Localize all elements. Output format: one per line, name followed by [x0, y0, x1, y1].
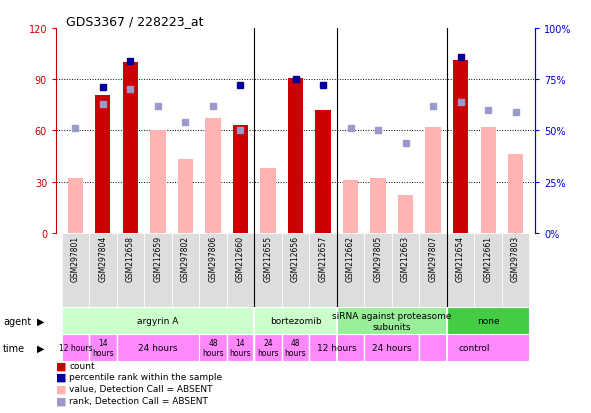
Bar — [316, 111, 330, 233]
Text: GSM297801: GSM297801 — [71, 235, 80, 282]
Bar — [453, 61, 468, 233]
FancyBboxPatch shape — [364, 335, 419, 361]
FancyBboxPatch shape — [116, 233, 144, 308]
Text: GSM297807: GSM297807 — [428, 235, 437, 282]
Bar — [398, 196, 413, 233]
Text: GSM212662: GSM212662 — [346, 235, 355, 282]
Text: GSM212659: GSM212659 — [154, 235, 163, 282]
FancyBboxPatch shape — [309, 233, 337, 308]
FancyBboxPatch shape — [116, 335, 199, 361]
Text: ▶: ▶ — [37, 343, 44, 353]
Text: bortezomib: bortezomib — [269, 317, 322, 325]
FancyBboxPatch shape — [227, 335, 254, 361]
Text: GSM297803: GSM297803 — [511, 235, 520, 282]
Text: time: time — [3, 343, 25, 353]
FancyBboxPatch shape — [337, 233, 364, 308]
Text: GSM212658: GSM212658 — [126, 235, 135, 282]
Bar — [68, 179, 83, 233]
FancyBboxPatch shape — [89, 335, 116, 361]
Text: GSM212661: GSM212661 — [483, 235, 492, 282]
FancyBboxPatch shape — [199, 335, 227, 361]
Bar — [206, 119, 220, 233]
Text: count: count — [69, 361, 95, 370]
Text: GSM212654: GSM212654 — [456, 235, 465, 282]
Bar — [178, 160, 193, 233]
FancyBboxPatch shape — [172, 233, 199, 308]
FancyBboxPatch shape — [282, 233, 309, 308]
FancyBboxPatch shape — [61, 308, 254, 335]
FancyBboxPatch shape — [392, 233, 419, 308]
Bar — [508, 155, 523, 233]
Text: none: none — [477, 317, 499, 325]
Text: argyrin A: argyrin A — [137, 317, 178, 325]
FancyBboxPatch shape — [227, 233, 254, 308]
Text: siRNA against proteasome
subunits: siRNA against proteasome subunits — [332, 311, 452, 331]
FancyBboxPatch shape — [254, 335, 282, 361]
Text: 24 hours: 24 hours — [372, 344, 411, 352]
Bar — [233, 126, 248, 233]
FancyBboxPatch shape — [475, 233, 502, 308]
Text: GSM212657: GSM212657 — [319, 235, 327, 282]
FancyBboxPatch shape — [199, 233, 227, 308]
Text: 14
hours: 14 hours — [230, 338, 251, 358]
Text: rank, Detection Call = ABSENT: rank, Detection Call = ABSENT — [69, 396, 208, 405]
Text: 14
hours: 14 hours — [92, 338, 113, 358]
Text: 12 hours: 12 hours — [317, 344, 356, 352]
Text: 48
hours: 48 hours — [285, 338, 306, 358]
FancyBboxPatch shape — [282, 335, 309, 361]
Bar — [480, 128, 496, 233]
Text: agent: agent — [3, 316, 31, 326]
FancyBboxPatch shape — [309, 335, 364, 361]
Text: ■: ■ — [56, 361, 67, 370]
Text: control: control — [459, 344, 490, 352]
FancyBboxPatch shape — [502, 233, 530, 308]
Text: ▶: ▶ — [37, 316, 44, 326]
Text: ■: ■ — [56, 395, 67, 405]
FancyBboxPatch shape — [254, 233, 282, 308]
Text: GSM297805: GSM297805 — [374, 235, 382, 282]
FancyBboxPatch shape — [61, 335, 89, 361]
FancyBboxPatch shape — [89, 233, 116, 308]
FancyBboxPatch shape — [364, 233, 392, 308]
Bar — [95, 95, 111, 233]
Bar — [371, 179, 385, 233]
Text: GSM212655: GSM212655 — [264, 235, 272, 282]
FancyBboxPatch shape — [144, 233, 172, 308]
Text: GSM297802: GSM297802 — [181, 235, 190, 282]
FancyBboxPatch shape — [61, 233, 89, 308]
Bar — [261, 169, 275, 233]
Text: 24 hours: 24 hours — [138, 344, 178, 352]
Text: GSM212660: GSM212660 — [236, 235, 245, 282]
Text: 12 hours: 12 hours — [59, 344, 92, 352]
FancyBboxPatch shape — [419, 233, 447, 308]
Text: GSM212656: GSM212656 — [291, 235, 300, 282]
FancyBboxPatch shape — [337, 308, 447, 335]
Text: GDS3367 / 228223_at: GDS3367 / 228223_at — [66, 15, 203, 28]
Text: 24
hours: 24 hours — [257, 338, 279, 358]
Bar — [150, 131, 165, 233]
Text: 48
hours: 48 hours — [202, 338, 224, 358]
Text: percentile rank within the sample: percentile rank within the sample — [69, 373, 222, 382]
Text: ■: ■ — [56, 384, 67, 394]
FancyBboxPatch shape — [447, 233, 475, 308]
Bar — [343, 180, 358, 233]
Text: GSM297806: GSM297806 — [209, 235, 217, 282]
Text: GSM297804: GSM297804 — [99, 235, 108, 282]
FancyBboxPatch shape — [447, 308, 530, 335]
Bar — [288, 78, 303, 233]
Text: ■: ■ — [56, 372, 67, 382]
Bar — [426, 128, 441, 233]
FancyBboxPatch shape — [419, 335, 530, 361]
Text: GSM212663: GSM212663 — [401, 235, 410, 282]
Bar — [123, 63, 138, 233]
FancyBboxPatch shape — [254, 308, 337, 335]
Text: value, Detection Call = ABSENT: value, Detection Call = ABSENT — [69, 384, 213, 393]
